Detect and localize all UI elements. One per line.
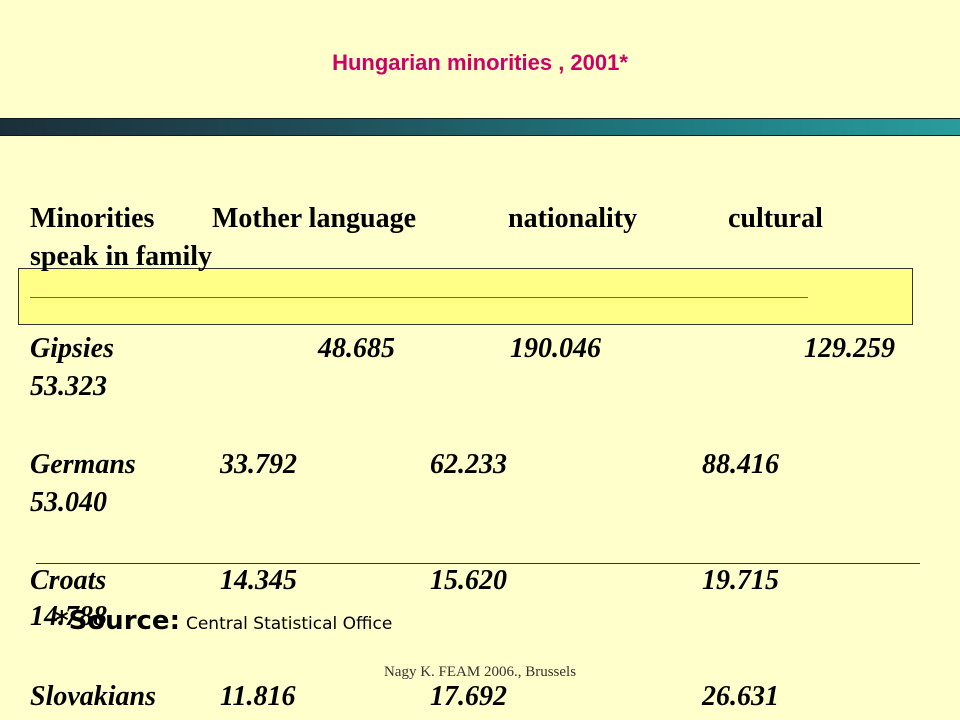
header-nationality: nationality xyxy=(508,203,638,234)
row-nationality: 190.046 xyxy=(510,333,601,364)
row-cultural: 129.259 xyxy=(804,333,895,364)
row-mother: 48.685 xyxy=(318,333,395,364)
row-family: 53.323 xyxy=(30,371,107,402)
header-minorities: Minorities xyxy=(30,203,155,234)
row-family: 53.040 xyxy=(30,487,107,518)
header-rule xyxy=(30,297,808,298)
row-mother: 11.816 xyxy=(220,681,296,712)
source-value: Central Statistical Office xyxy=(185,614,393,634)
row-cultural: 88.416 xyxy=(702,449,779,480)
highlight-box xyxy=(18,268,913,325)
header-mother-language: Mother language xyxy=(212,203,417,234)
header-cultural: cultural xyxy=(728,203,823,234)
slide-title: Hungarian minorities , 2001* xyxy=(332,50,628,75)
row-family: 14.788 xyxy=(30,601,107,632)
row-nationality: 15.620 xyxy=(430,565,507,596)
source-label: *Source: xyxy=(55,606,180,636)
row-name: Germans xyxy=(30,449,136,480)
row-cultural: 19.715 xyxy=(702,565,779,596)
row-name: Gipsies xyxy=(30,333,114,364)
row-mother: 33.792 xyxy=(220,449,297,480)
row-cultural: 26.631 xyxy=(702,681,779,712)
row-nationality: 17.692 xyxy=(430,681,507,712)
header-speak-in-family: speak in family xyxy=(30,241,213,272)
row-name: Croats xyxy=(30,565,107,596)
footer-text: Nagy K. FEAM 2006., Brussels xyxy=(383,664,577,680)
row-mother: 14.345 xyxy=(220,565,297,596)
row-name: Slovakians xyxy=(30,681,157,712)
croats-rule xyxy=(36,563,920,564)
source-note: *Source: Central Statistical Office xyxy=(55,606,392,636)
title-divider-bar xyxy=(0,118,960,136)
row-nationality: 62.233 xyxy=(430,449,507,480)
